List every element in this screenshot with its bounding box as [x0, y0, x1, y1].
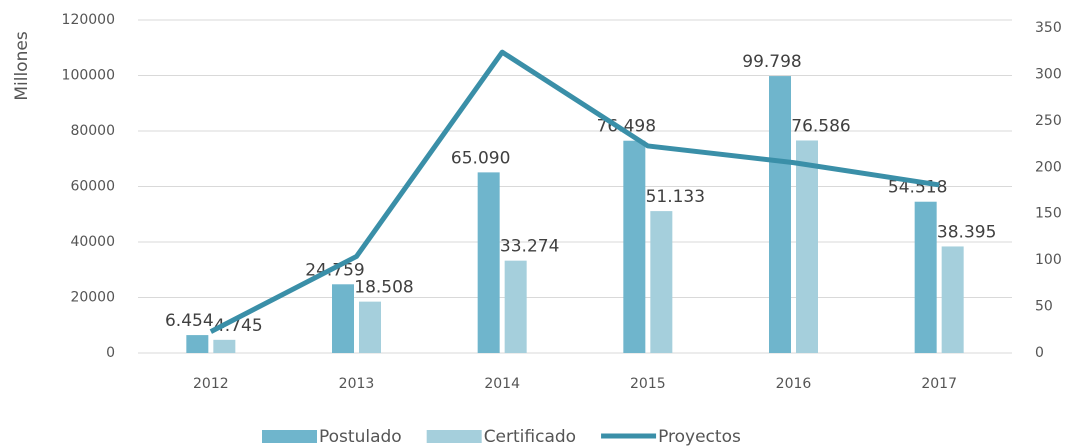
- y-tick-label: 120000: [62, 12, 115, 28]
- legend-label: Proyectos: [658, 427, 741, 447]
- bar: [359, 301, 381, 353]
- y-tick-label: 60000: [70, 179, 115, 195]
- y-tick-label: 40000: [70, 234, 115, 250]
- y-tick-label: 80000: [70, 123, 115, 139]
- y2-tick-label: 350: [1035, 20, 1062, 36]
- bar: [769, 76, 791, 353]
- y2-tick-label: 0: [1035, 345, 1044, 361]
- data-label: 51.133: [646, 187, 705, 207]
- data-label: 76.586: [791, 116, 850, 136]
- x-tick-label: 2014: [484, 376, 520, 392]
- bar: [186, 335, 209, 353]
- y-tick-label: 100000: [62, 68, 115, 84]
- data-label: 33.274: [500, 237, 559, 257]
- y-tick-label: 0: [106, 345, 115, 361]
- y-tick-label: 20000: [70, 290, 115, 306]
- x-tick-label: 2013: [339, 376, 375, 392]
- legend-swatch: [426, 430, 482, 443]
- bar: [504, 260, 527, 353]
- line: [209, 49, 940, 334]
- x-tick-label: 2012: [193, 376, 229, 392]
- bar: [796, 140, 818, 353]
- x-tick-label: 2017: [921, 376, 957, 392]
- bar: [213, 339, 236, 353]
- data-label: 6.454: [165, 311, 214, 331]
- y2-tick-label: 100: [1035, 252, 1062, 268]
- y-axis-label: Millones: [12, 31, 32, 100]
- data-label: 4.745: [214, 316, 263, 336]
- bar: [623, 140, 646, 353]
- bar: [477, 172, 500, 353]
- y2-tick-label: 250: [1035, 113, 1062, 129]
- legend-label: Postulado: [319, 427, 402, 447]
- legend-swatch: [262, 430, 317, 443]
- bar: [650, 211, 673, 353]
- bar: [941, 246, 964, 353]
- data-label: 18.508: [354, 278, 413, 298]
- data-label: 38.395: [937, 222, 996, 242]
- y2-tick-label: 200: [1035, 159, 1062, 175]
- y2-tick-label: 300: [1035, 66, 1062, 82]
- x-tick-label: 2016: [776, 376, 812, 392]
- bar: [332, 284, 354, 353]
- data-label: 99.798: [742, 52, 801, 72]
- y2-tick-label: 50: [1035, 299, 1053, 315]
- bar: [914, 201, 937, 353]
- y2-tick-label: 150: [1035, 206, 1062, 222]
- legend-label: Certificado: [484, 427, 576, 447]
- data-label: 65.090: [451, 148, 510, 168]
- x-tick-label: 2015: [630, 376, 666, 392]
